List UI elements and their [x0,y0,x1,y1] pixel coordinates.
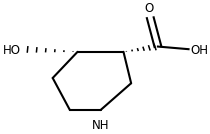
Text: NH: NH [92,119,109,132]
Text: OH: OH [190,44,209,57]
Text: HO: HO [3,44,21,57]
Text: O: O [145,2,154,15]
